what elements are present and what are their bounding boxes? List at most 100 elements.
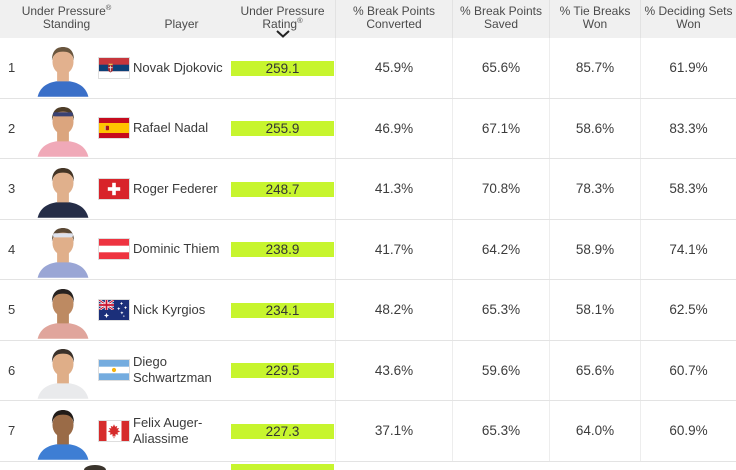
bp-converted-cell: 41.3% — [335, 159, 452, 219]
rating-highlight: 238.9 — [231, 242, 334, 258]
bp-saved-cell: 65.3% — [452, 401, 549, 461]
player-headshot-image — [37, 288, 88, 339]
deciding-sets-won-cell: 60.9% — [640, 401, 736, 461]
header-label: % Tie Breaks — [559, 4, 631, 18]
australia-flag-icon — [99, 299, 129, 320]
header-label: % Break Points — [459, 4, 543, 18]
header-label: % Break Points — [352, 4, 436, 18]
player-headshot-image — [37, 348, 88, 399]
player-name[interactable]: Diego Schwartzman — [133, 354, 212, 386]
player-row[interactable]: 3 Roger Federer 248.7 41.3% 70.8% 78.3% … — [0, 159, 736, 220]
rating-highlight: 227.3 — [231, 423, 334, 439]
rating-value: 229.5 — [265, 363, 300, 379]
player-photo — [30, 99, 95, 159]
rating-value: 238.9 — [265, 242, 300, 258]
header-label: Saved — [483, 17, 519, 31]
standing-value: 5 — [8, 302, 16, 318]
rating-cell: 238.9 — [230, 220, 335, 280]
player-photo — [30, 220, 95, 280]
rating-value: 227.3 — [265, 423, 300, 439]
player-name[interactable]: Rafael Nadal — [133, 120, 209, 136]
deciding-sets-won-cell: 61.9% — [640, 38, 736, 98]
player-headshot-image — [37, 409, 88, 460]
header-label: Standing — [42, 17, 91, 31]
tiebreaks-won-cell: 65.6% — [549, 340, 640, 400]
standing-cell: 2 — [0, 99, 30, 159]
col-header-deciding-sets-won[interactable]: % Deciding Sets Won — [640, 0, 736, 38]
player-photo — [30, 159, 95, 219]
standing-cell: 3 — [0, 159, 30, 219]
col-header-player[interactable]: Player — [133, 0, 230, 38]
rating-value: 259.1 — [265, 60, 300, 76]
bp-converted-cell: 43.6% — [335, 340, 452, 400]
bp-converted-cell: 37.1% — [335, 401, 452, 461]
standing-value: 2 — [8, 120, 16, 136]
rating-value: 248.7 — [265, 181, 300, 197]
header-label: Rating — [262, 17, 298, 31]
austria-flag-icon — [99, 239, 129, 260]
header-label: Converted — [366, 17, 422, 31]
player-row[interactable]: 6 Diego Schwartzman 229.5 43.6% 59.6% 65… — [0, 340, 736, 401]
header-label: Player — [164, 17, 199, 31]
rating-value: 255.9 — [265, 121, 300, 137]
flag-cell — [95, 401, 133, 461]
bp-saved-cell: 70.8% — [452, 159, 549, 219]
registered-mark: ® — [297, 16, 303, 25]
rating-highlight: 255.9 — [231, 121, 334, 137]
standing-cell: 6 — [0, 341, 30, 401]
flag-cell — [95, 38, 133, 98]
player-row[interactable]: 4 Dominic Thiem 238.9 41.7% 64.2% 58.9% … — [0, 219, 736, 280]
player-headshot-image — [37, 46, 88, 97]
col-header-bp-converted[interactable]: % Break Points Converted — [335, 0, 452, 38]
switzerland-flag-icon — [99, 178, 129, 199]
standing-cell: 5 — [0, 280, 30, 340]
deciding-sets-won-cell: 60.7% — [640, 340, 736, 400]
rating-cell: 227.3 — [230, 401, 335, 461]
rating-cell: 248.7 — [230, 159, 335, 219]
player-photo — [30, 401, 95, 461]
col-header-bp-saved[interactable]: % Break Points Saved — [452, 0, 549, 38]
table-body: 1 Novak Djokovic 259.1 45.9% 65.6% 85.7%… — [0, 38, 736, 462]
deciding-sets-won-cell: 62.5% — [640, 280, 736, 340]
header-label: Won — [676, 17, 701, 31]
player-name[interactable]: Dominic Thiem — [133, 241, 220, 257]
player-photo-sliver — [84, 464, 106, 470]
tiebreaks-won-cell: 78.3% — [549, 159, 640, 219]
bp-saved-cell: 64.2% — [452, 219, 549, 279]
player-photo — [30, 280, 95, 340]
bp-converted-cell: 46.9% — [335, 98, 452, 158]
standing-value: 1 — [8, 60, 16, 76]
player-row[interactable]: 1 Novak Djokovic 259.1 45.9% 65.6% 85.7%… — [0, 38, 736, 99]
standing-value: 4 — [8, 241, 16, 257]
bp-converted-cell: 45.9% — [335, 38, 452, 98]
table-header: Under Pressure® Standing Player Under Pr… — [0, 0, 736, 38]
standing-value: 7 — [8, 423, 16, 439]
rating-highlight: 248.7 — [231, 181, 334, 197]
spain-flag-icon — [99, 118, 129, 139]
player-row[interactable]: 5 Nick Kyrgios 234.1 48.2% 65.3% 58.1% 6… — [0, 280, 736, 341]
argentina-flag-icon — [99, 360, 129, 381]
rating-cell: 229.5 — [230, 341, 335, 401]
rating-value: 234.1 — [265, 302, 300, 318]
tiebreaks-won-cell: 85.7% — [549, 38, 640, 98]
player-row[interactable]: 7 Felix Auger-Aliassime 227.3 37.1% 65.3… — [0, 401, 736, 462]
player-name[interactable]: Felix Auger-Aliassime — [133, 414, 203, 446]
player-name[interactable]: Novak Djokovic — [133, 59, 223, 75]
col-header-rating[interactable]: Under Pressure Rating® — [230, 0, 335, 38]
flag-cell — [95, 159, 133, 219]
bp-saved-cell: 59.6% — [452, 340, 549, 400]
header-label: Won — [582, 17, 608, 31]
player-name[interactable]: Roger Federer — [133, 180, 218, 196]
bp-converted-cell: 41.7% — [335, 219, 452, 279]
player-row[interactable]: 2 Rafael Nadal 255.9 46.9% 67.1% 58.6% 8… — [0, 98, 736, 159]
player-headshot-image — [37, 167, 88, 218]
rating-cell-sliver — [231, 463, 334, 470]
registered-mark: ® — [105, 3, 112, 12]
bp-converted-cell: 48.2% — [335, 280, 452, 340]
player-name[interactable]: Nick Kyrgios — [133, 301, 206, 317]
col-header-standing[interactable]: Under Pressure® Standing — [0, 0, 133, 38]
bp-saved-cell: 67.1% — [452, 98, 549, 158]
col-header-tiebreaks-won[interactable]: % Tie Breaks Won — [549, 0, 640, 38]
flag-cell — [95, 99, 133, 159]
bp-saved-cell: 65.6% — [452, 38, 549, 98]
